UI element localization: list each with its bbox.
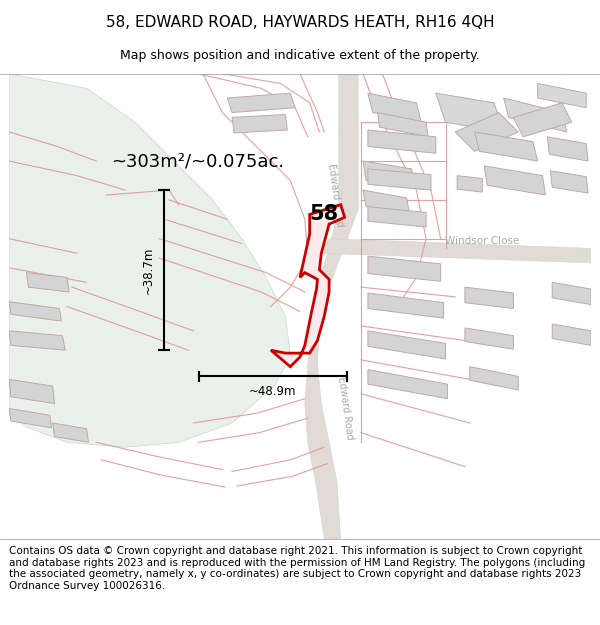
Text: ~303m²/~0.075ac.: ~303m²/~0.075ac. — [112, 152, 285, 170]
Polygon shape — [363, 190, 410, 214]
Polygon shape — [465, 328, 514, 349]
Polygon shape — [368, 207, 426, 227]
Text: Contains OS data © Crown copyright and database right 2021. This information is : Contains OS data © Crown copyright and d… — [9, 546, 585, 591]
Polygon shape — [368, 256, 440, 281]
Polygon shape — [436, 93, 504, 132]
Polygon shape — [227, 93, 295, 112]
Polygon shape — [9, 379, 55, 404]
Polygon shape — [26, 272, 69, 292]
Polygon shape — [465, 287, 514, 309]
Text: Windsor Close: Windsor Close — [445, 236, 520, 246]
Polygon shape — [552, 324, 591, 346]
Text: 58, EDWARD ROAD, HAYWARDS HEATH, RH16 4QH: 58, EDWARD ROAD, HAYWARDS HEATH, RH16 4Q… — [106, 14, 494, 29]
Polygon shape — [368, 369, 448, 399]
Polygon shape — [9, 408, 52, 428]
Polygon shape — [470, 367, 518, 390]
Polygon shape — [368, 293, 443, 318]
Polygon shape — [457, 176, 482, 192]
Polygon shape — [475, 132, 538, 161]
Polygon shape — [484, 166, 545, 195]
Polygon shape — [368, 93, 421, 122]
Polygon shape — [514, 103, 572, 137]
Polygon shape — [271, 205, 344, 367]
Polygon shape — [552, 282, 591, 304]
Polygon shape — [538, 84, 586, 107]
Polygon shape — [305, 74, 358, 539]
Polygon shape — [455, 112, 518, 151]
Polygon shape — [232, 114, 287, 133]
Polygon shape — [363, 161, 415, 188]
Polygon shape — [368, 169, 431, 190]
Polygon shape — [319, 239, 591, 263]
Polygon shape — [53, 423, 89, 442]
Polygon shape — [368, 130, 436, 153]
Text: Map shows position and indicative extent of the property.: Map shows position and indicative extent… — [120, 49, 480, 62]
Polygon shape — [547, 137, 588, 161]
Polygon shape — [504, 98, 567, 132]
Polygon shape — [377, 112, 428, 137]
Text: ~38.7m: ~38.7m — [142, 246, 155, 294]
Text: Edward Road: Edward Road — [336, 376, 355, 441]
Polygon shape — [368, 331, 446, 359]
Polygon shape — [9, 74, 290, 448]
Text: ~48.9m: ~48.9m — [249, 386, 296, 398]
Polygon shape — [9, 331, 65, 350]
Polygon shape — [9, 302, 61, 321]
Text: Edward Road: Edward Road — [326, 162, 345, 228]
Text: 58: 58 — [310, 204, 339, 224]
Polygon shape — [550, 171, 588, 193]
